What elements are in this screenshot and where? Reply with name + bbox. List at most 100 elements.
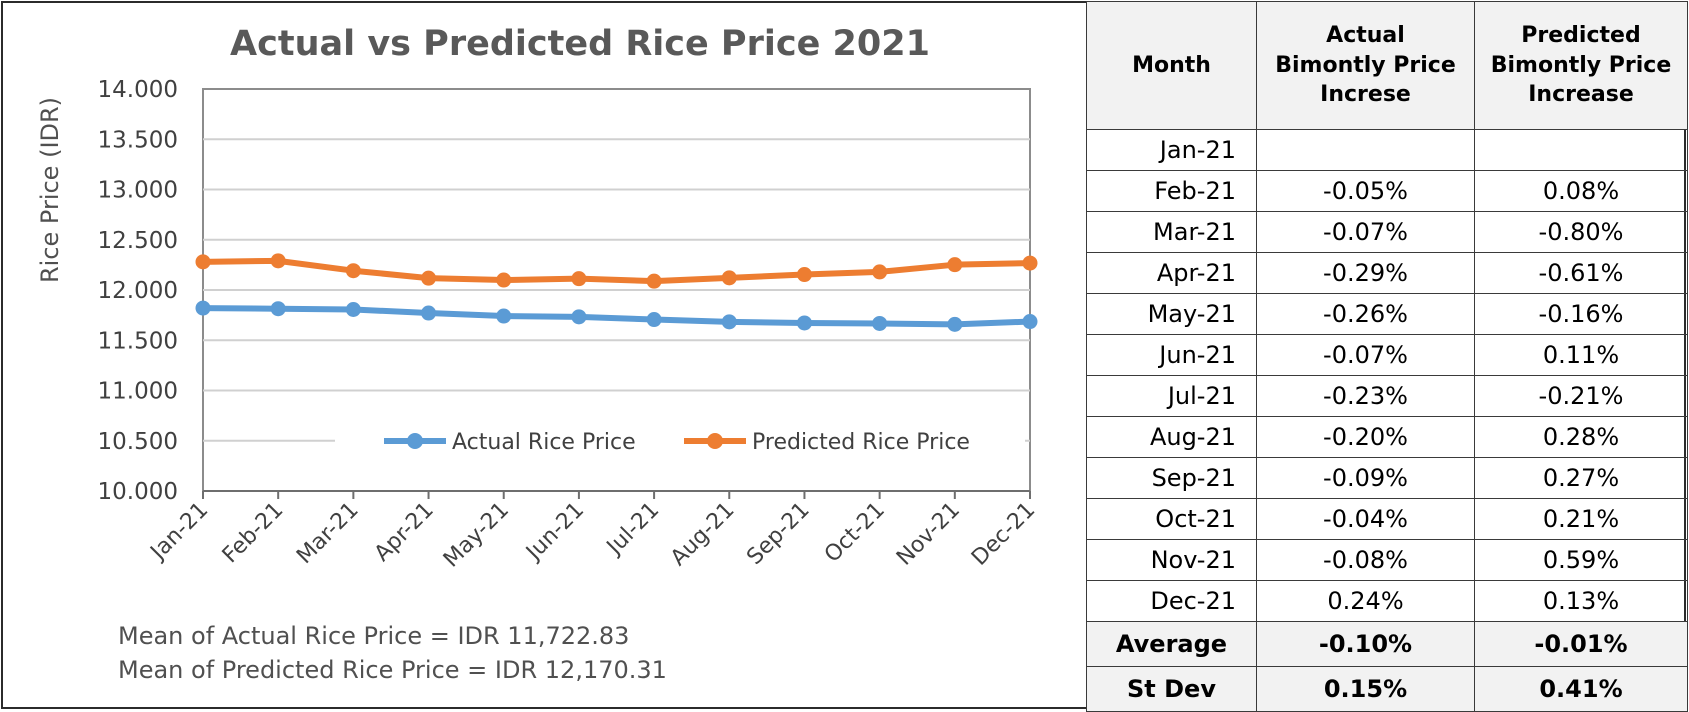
data-point-actual bbox=[947, 316, 963, 332]
y-tick-label: 13.500 bbox=[98, 127, 178, 153]
predicted-increase-cell: 0.59% bbox=[1474, 539, 1688, 581]
data-point-actual bbox=[646, 312, 662, 328]
y-tick-label: 10.000 bbox=[98, 479, 178, 505]
month-cell: Sep-21 bbox=[1086, 457, 1257, 499]
predicted-increase-cell: 0.27% bbox=[1474, 457, 1688, 499]
x-tick-label: Jul-21 bbox=[601, 498, 664, 561]
table-row: Aug-21 -0.20% 0.28% bbox=[1086, 416, 1688, 458]
month-cell: Jan-21 bbox=[1086, 129, 1257, 171]
data-point-actual bbox=[496, 308, 512, 324]
data-point-actual bbox=[195, 300, 211, 316]
summary-value-cell: 0.41% bbox=[1474, 666, 1688, 712]
chart-title: Actual vs Predicted Rice Price 2021 bbox=[230, 24, 930, 64]
table-row: Mar-21 -0.07% -0.80% bbox=[1086, 211, 1688, 253]
data-point-predicted bbox=[721, 270, 737, 286]
table-header-row: Month Actual Bimontly Price Increse Predic… bbox=[1086, 1, 1688, 130]
legend-actual-marker bbox=[407, 433, 423, 449]
column-header: Month bbox=[1086, 1, 1257, 130]
column-header: Actual Bimontly Price Increse bbox=[1256, 1, 1475, 130]
data-point-predicted bbox=[345, 263, 361, 279]
table-row: Dec-21 0.24% 0.13% bbox=[1086, 580, 1688, 622]
legend-predicted-label: Predicted Rice Price bbox=[752, 430, 970, 455]
data-point-predicted bbox=[571, 271, 587, 287]
actual-increase-cell: 0.24% bbox=[1256, 580, 1475, 622]
actual-increase-cell: -0.04% bbox=[1256, 498, 1475, 540]
legend-predicted-marker bbox=[707, 433, 723, 449]
month-cell: Apr-21 bbox=[1086, 252, 1257, 294]
x-tick-label: Jun-21 bbox=[520, 498, 589, 567]
x-tick-label: Dec-21 bbox=[967, 498, 1040, 571]
table-row: Sep-21 -0.09% 0.27% bbox=[1086, 457, 1688, 499]
x-tick-label: Nov-21 bbox=[892, 498, 965, 571]
x-tick-label: Sep-21 bbox=[742, 498, 814, 570]
month-cell: Dec-21 bbox=[1086, 580, 1257, 622]
line-chart: Actual vs Predicted Rice Price 2021 Rice … bbox=[36, 24, 1040, 573]
table-row: Nov-21 -0.08% 0.59% bbox=[1086, 539, 1688, 581]
table-row: May-21 -0.26% -0.16% bbox=[1086, 293, 1688, 335]
actual-increase-cell: -0.23% bbox=[1256, 375, 1475, 417]
summary-value-cell: 0.15% bbox=[1256, 666, 1475, 712]
data-point-actual bbox=[571, 309, 587, 325]
x-tick-label: Jan-21 bbox=[145, 498, 213, 566]
x-tick-label: May-21 bbox=[439, 498, 514, 573]
month-cell: Mar-21 bbox=[1086, 211, 1257, 253]
summary-row: St Dev 0.15% 0.41% bbox=[1086, 666, 1688, 712]
summary-value-cell: -0.10% bbox=[1256, 621, 1475, 667]
data-point-actual bbox=[270, 301, 286, 317]
predicted-increase-cell: -0.16% bbox=[1474, 293, 1688, 335]
actual-increase-cell: -0.29% bbox=[1256, 252, 1475, 294]
data-point-predicted bbox=[1022, 255, 1038, 271]
summary-value-cell: -0.01% bbox=[1474, 621, 1688, 667]
actual-increase-cell: -0.07% bbox=[1256, 334, 1475, 376]
month-cell: Oct-21 bbox=[1086, 498, 1257, 540]
data-point-predicted bbox=[947, 257, 963, 273]
month-cell: Jun-21 bbox=[1086, 334, 1257, 376]
mean-actual-note: Mean of Actual Rice Price = IDR 11,722.8… bbox=[118, 622, 630, 650]
predicted-increase-cell: 0.28% bbox=[1474, 416, 1688, 458]
month-cell: Jul-21 bbox=[1086, 375, 1257, 417]
predicted-increase-cell: 0.21% bbox=[1474, 498, 1688, 540]
y-tick-label: 11.500 bbox=[98, 328, 178, 354]
predicted-increase-cell: -0.21% bbox=[1474, 375, 1688, 417]
predicted-increase-cell: -0.80% bbox=[1474, 211, 1688, 253]
data-point-predicted bbox=[796, 267, 812, 283]
mean-predicted-note: Mean of Predicted Rice Price = IDR 12,17… bbox=[118, 656, 667, 684]
table-row: Oct-21 -0.04% 0.21% bbox=[1086, 498, 1688, 540]
predicted-increase-cell: 0.11% bbox=[1474, 334, 1688, 376]
data-point-predicted bbox=[421, 270, 437, 286]
month-cell: Feb-21 bbox=[1086, 170, 1257, 212]
data-point-actual bbox=[721, 314, 737, 330]
price-increase-table: Month Actual Bimontly Price Increse Predic… bbox=[1086, 1, 1688, 712]
predicted-increase-cell: 0.13% bbox=[1474, 580, 1688, 622]
predicted-increase-cell: 0.08% bbox=[1474, 170, 1688, 212]
actual-increase-cell: -0.08% bbox=[1256, 539, 1475, 581]
summary-row: Average -0.10% -0.01% bbox=[1086, 621, 1688, 667]
data-point-predicted bbox=[195, 254, 211, 270]
table-row: Feb-21 -0.05% 0.08% bbox=[1086, 170, 1688, 212]
column-header: Predicted Bimontly Price Increase bbox=[1474, 1, 1688, 130]
month-cell: Aug-21 bbox=[1086, 416, 1257, 458]
y-tick-label: 12.000 bbox=[98, 278, 178, 304]
data-point-actual bbox=[421, 305, 437, 321]
x-tick-label: Apr-21 bbox=[370, 498, 439, 567]
legend-actual-label: Actual Rice Price bbox=[452, 430, 636, 455]
y-tick-label: 12.500 bbox=[98, 228, 178, 254]
y-axis-label: Rice Price (IDR) bbox=[36, 97, 64, 283]
actual-increase-cell: -0.20% bbox=[1256, 416, 1475, 458]
chart-area: Actual vs Predicted Rice Price 2021 Rice … bbox=[36, 24, 1040, 684]
table-row: Apr-21 -0.29% -0.61% bbox=[1086, 252, 1688, 294]
y-tick-label: 14.000 bbox=[98, 77, 178, 103]
x-tick-label: Oct-21 bbox=[820, 498, 890, 568]
x-tick-label: Aug-21 bbox=[666, 498, 739, 571]
legend-background bbox=[335, 424, 1025, 458]
actual-increase-cell: -0.26% bbox=[1256, 293, 1475, 335]
data-point-predicted bbox=[270, 253, 286, 269]
summary-label-cell: St Dev bbox=[1086, 666, 1257, 712]
table-row: Jan-21 bbox=[1086, 129, 1688, 171]
month-cell: Nov-21 bbox=[1086, 539, 1257, 581]
series-line-predicted bbox=[202, 257, 1031, 285]
series-line-actual bbox=[202, 305, 1031, 328]
month-cell: May-21 bbox=[1086, 293, 1257, 335]
summary-label-cell: Average bbox=[1086, 621, 1257, 667]
data-point-actual bbox=[345, 301, 361, 317]
